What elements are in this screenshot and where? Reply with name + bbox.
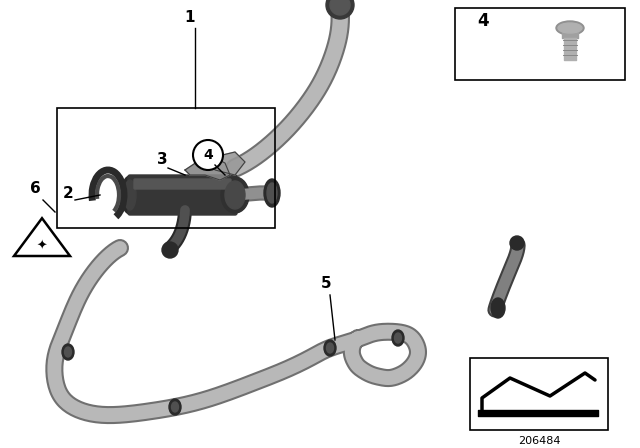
Text: 3: 3	[157, 152, 167, 167]
Ellipse shape	[124, 180, 136, 210]
Bar	[455, 8, 625, 80]
Ellipse shape	[491, 298, 505, 318]
Ellipse shape	[324, 340, 336, 356]
Ellipse shape	[394, 333, 401, 343]
Ellipse shape	[558, 23, 582, 33]
Text: 1: 1	[185, 10, 195, 25]
Ellipse shape	[169, 399, 181, 415]
Circle shape	[510, 236, 524, 250]
Bar	[57, 108, 275, 228]
Ellipse shape	[172, 402, 179, 412]
Circle shape	[193, 140, 223, 170]
Circle shape	[330, 0, 350, 15]
Ellipse shape	[221, 177, 249, 213]
Text: 4: 4	[203, 148, 213, 162]
Text: 4: 4	[477, 12, 488, 30]
Ellipse shape	[267, 183, 277, 203]
Polygon shape	[14, 218, 70, 256]
Ellipse shape	[225, 181, 245, 209]
Text: 5: 5	[321, 276, 332, 291]
Bar	[470, 358, 608, 430]
Polygon shape	[210, 152, 245, 175]
Ellipse shape	[556, 21, 584, 35]
Text: 2: 2	[63, 186, 74, 201]
Polygon shape	[185, 158, 230, 180]
Text: 206484: 206484	[518, 436, 560, 446]
Ellipse shape	[326, 343, 333, 353]
Ellipse shape	[62, 344, 74, 360]
Ellipse shape	[65, 347, 72, 357]
Text: 6: 6	[29, 181, 40, 196]
Text: ✦: ✦	[36, 240, 47, 253]
FancyBboxPatch shape	[134, 179, 231, 189]
Ellipse shape	[121, 176, 139, 214]
Ellipse shape	[264, 179, 280, 207]
FancyBboxPatch shape	[128, 175, 237, 215]
Circle shape	[326, 0, 354, 19]
Ellipse shape	[392, 330, 404, 346]
Circle shape	[162, 242, 178, 258]
